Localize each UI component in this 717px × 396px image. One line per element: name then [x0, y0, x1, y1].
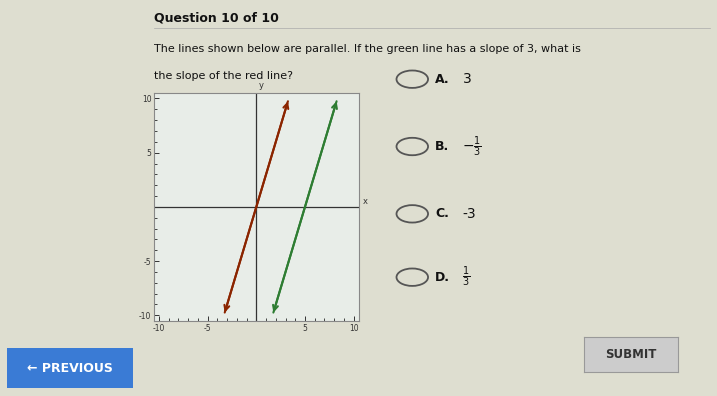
Text: D.: D.	[435, 271, 450, 284]
Text: 3: 3	[462, 72, 471, 86]
Text: The lines shown below are parallel. If the green line has a slope of 3, what is: The lines shown below are parallel. If t…	[154, 44, 581, 53]
Text: y: y	[259, 81, 264, 90]
Text: B.: B.	[435, 140, 450, 153]
Text: ← PREVIOUS: ← PREVIOUS	[27, 362, 113, 375]
Text: $\frac{1}{3}$: $\frac{1}{3}$	[462, 265, 470, 289]
Text: x: x	[363, 197, 368, 206]
Text: -3: -3	[462, 207, 476, 221]
Text: the slope of the red line?: the slope of the red line?	[154, 71, 293, 81]
Text: SUBMIT: SUBMIT	[605, 348, 657, 361]
Text: C.: C.	[435, 208, 449, 220]
Text: $-\frac{1}{3}$: $-\frac{1}{3}$	[462, 134, 483, 159]
Text: Question 10 of 10: Question 10 of 10	[154, 12, 279, 25]
Text: A.: A.	[435, 73, 450, 86]
